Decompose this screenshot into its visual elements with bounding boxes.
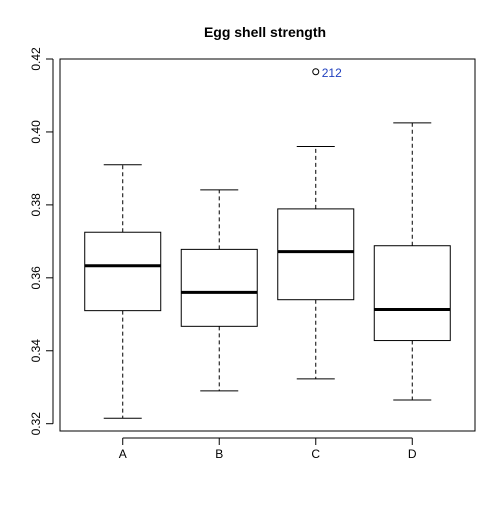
iqr-box (277, 208, 355, 301)
y-tick-label: 0.42 (29, 47, 43, 71)
plot-frame (59, 58, 476, 432)
y-tick-label: 0.36 (29, 266, 43, 290)
iqr-box (84, 231, 162, 312)
iqr-box (180, 248, 258, 327)
iqr-box (373, 245, 451, 342)
x-tick-label: C (311, 447, 320, 461)
outliers-layer: 212 (312, 66, 342, 80)
y-tick-label: 0.40 (29, 120, 43, 144)
x-tick-label: A (119, 447, 127, 461)
box-group-B (180, 189, 258, 392)
x-tick-label: B (215, 447, 223, 461)
x-tick-label: D (408, 447, 417, 461)
y-tick-label: 0.32 (29, 412, 43, 436)
x-axis: A B C D (119, 437, 417, 461)
outlier-label: 212 (322, 66, 342, 80)
box-group-C (277, 146, 355, 380)
y-axis: 0.32 0.34 0.36 0.38 0.40 0.42 (29, 47, 54, 436)
box-group-A (84, 164, 162, 419)
y-tick-label: 0.38 (29, 193, 43, 217)
y-tick-label: 0.34 (29, 339, 43, 363)
box-group-D (373, 122, 451, 401)
boxes-layer (84, 122, 451, 419)
outlier-point (312, 68, 320, 76)
chart-title: Egg shell strength (204, 24, 326, 40)
